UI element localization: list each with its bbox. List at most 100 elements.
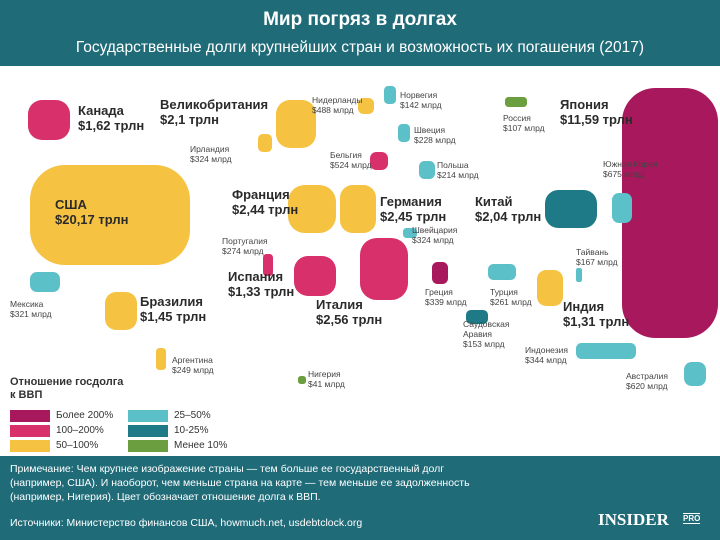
legend-swatch [10, 425, 50, 437]
country-shape [358, 98, 374, 114]
country-label: Нигерия $41 млрд [308, 369, 368, 390]
country-shape [360, 238, 408, 300]
country-label: Норвегия $142 млрд [400, 90, 460, 111]
country-label: Нидерланды $488 млрд [312, 95, 372, 116]
country [30, 272, 60, 292]
logo: INSIDER [598, 510, 669, 529]
country-shape [370, 152, 388, 170]
country-name: Аргентина [172, 355, 213, 365]
country [384, 86, 396, 104]
note-line: (например, Нигерия). Цвет обозначает отн… [10, 491, 321, 503]
country-shape [30, 272, 60, 292]
country [537, 270, 563, 306]
country-shape [288, 185, 336, 233]
country-name: Нидерланды [312, 95, 363, 105]
country-label: Бельгия $524 млрд [330, 150, 390, 171]
country-label: Россия $107 млрд [503, 113, 563, 134]
legend-label: 25–50% [174, 410, 211, 421]
country-debt: $324 млрд [190, 153, 232, 164]
country [403, 228, 417, 238]
country [294, 256, 336, 296]
country-shape [105, 292, 137, 330]
country-shape [384, 86, 396, 104]
country-name: Индия [563, 299, 605, 314]
country-debt: $274 млрд [222, 245, 264, 256]
country-debt: $2,44 трлн [232, 201, 299, 217]
country-name: Германия [380, 194, 442, 209]
country-debt: $1,33 трлн [228, 283, 295, 299]
country-shape [276, 100, 316, 148]
country-shape [622, 88, 718, 338]
country-label: Канада $1,62 трлн [78, 103, 145, 134]
country [432, 262, 448, 284]
country-debt: $321 млрд [10, 308, 52, 319]
country-debt: $2,1 трлн [160, 111, 220, 127]
legend-swatch [128, 410, 168, 422]
country-label: Тайвань $167 млрд [576, 247, 636, 268]
header: Мир погряз в долгах Государственные долг… [0, 0, 720, 66]
legend-label: 50–100% [56, 440, 99, 451]
legend-label: Менее 10% [174, 440, 228, 451]
country-label: Испания $1,33 трлн [228, 269, 295, 300]
country-label: Индонезия $344 млрд [525, 345, 585, 366]
country-debt: $41 млрд [308, 378, 345, 389]
country-label: Португалия $274 млрд [222, 236, 282, 257]
country-debt: $2,04 трлн [475, 208, 542, 224]
country [360, 238, 408, 300]
country-debt: $1,62 трлн [78, 117, 145, 133]
country-shape [30, 165, 190, 265]
country-name: Польша [437, 160, 469, 170]
country [358, 98, 374, 114]
country [545, 190, 597, 228]
country [340, 185, 376, 233]
country-shape [684, 362, 706, 386]
country [276, 100, 316, 148]
legend-swatch [128, 425, 168, 437]
country-name: Швейцария [412, 225, 458, 235]
country-name: Бразилия [140, 294, 203, 309]
subtitle: Государственные долги крупнейших стран и… [75, 39, 645, 56]
country-label: Германия $2,45 трлн [380, 194, 446, 225]
country-label: Австралия $620 млрд [626, 371, 686, 392]
country-name: Россия [503, 113, 531, 123]
country-name: Япония [560, 97, 609, 112]
country-debt: $11,59 трлн [560, 111, 633, 127]
legend-swatch [10, 440, 50, 452]
country-name: Италия [316, 297, 363, 312]
country-name: Швеция [414, 125, 446, 135]
country-label: Ирландия $324 млрд [190, 144, 250, 165]
country-name: Норвегия [400, 90, 438, 100]
country [466, 310, 488, 324]
country-shape [537, 270, 563, 306]
country-label: Франция $2,44 трлн [232, 187, 299, 218]
country [622, 88, 718, 338]
country-name: Испания [228, 269, 284, 284]
country-shape [545, 190, 597, 228]
country-debt: $1,31 трлн [563, 313, 630, 329]
country-label: Китай $2,04 трлн [475, 194, 542, 225]
country-name: Южная Корея [603, 159, 658, 169]
country-name: Индонезия [525, 345, 568, 355]
country-shape [432, 262, 448, 284]
country [398, 124, 410, 142]
country-label: Италия $2,56 трлн [316, 297, 382, 328]
country-name: Канада [78, 103, 124, 118]
country-name: Саудовская Аравия [463, 319, 510, 339]
country-shape [156, 348, 166, 370]
country-debt: $324 млрд [412, 234, 454, 245]
country [612, 193, 632, 223]
country [156, 348, 166, 370]
country-shape [488, 264, 516, 280]
country [28, 100, 70, 140]
country [505, 97, 527, 107]
country [258, 134, 272, 152]
title: Мир погряз в долгах [263, 9, 457, 30]
country-label: Швеция $228 млрд [414, 125, 474, 146]
country [288, 185, 336, 233]
country-shape [340, 185, 376, 233]
country-label: Польша $214 млрд [437, 160, 497, 181]
country-label: Мексика $321 млрд [10, 299, 70, 320]
country [488, 264, 516, 280]
